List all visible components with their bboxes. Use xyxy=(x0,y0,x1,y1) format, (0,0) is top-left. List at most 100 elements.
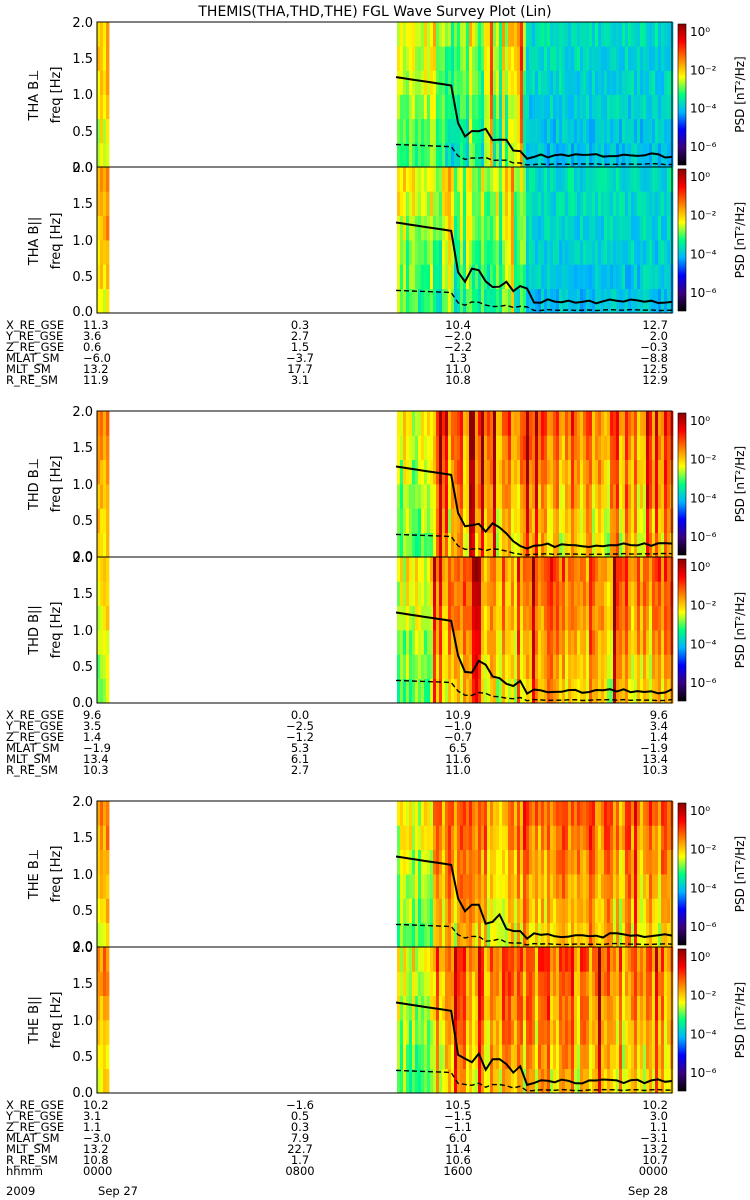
spectrogram-cell xyxy=(541,1020,545,1045)
spectrogram-cell xyxy=(517,605,521,631)
spectrogram-cell xyxy=(526,94,530,120)
spectrogram-cell xyxy=(562,46,566,71)
ytick-label: 0.0 xyxy=(72,161,93,176)
spectrogram-cell xyxy=(457,605,461,631)
spectrogram-cell xyxy=(418,581,422,606)
spectrogram-cell xyxy=(532,411,536,436)
spectrogram-cell xyxy=(625,557,629,582)
spectrogram-cell xyxy=(499,630,503,655)
spectrogram-cell xyxy=(397,215,401,241)
spectrogram-cell xyxy=(616,630,620,655)
spectrogram-cell xyxy=(502,678,506,704)
spectrogram-cell xyxy=(586,898,590,923)
spectrogram-cell xyxy=(508,581,512,606)
spectrogram-cell xyxy=(589,1020,593,1045)
spectrogram-cell xyxy=(439,167,443,192)
spectrogram-cell xyxy=(661,532,665,558)
spectrogram-cell xyxy=(535,557,539,582)
panel-ylabel: THE B|| xyxy=(27,996,42,1045)
spectrogram-cell xyxy=(403,678,407,704)
spectrogram-cell xyxy=(532,825,536,850)
spectrogram-cell xyxy=(502,435,506,460)
spectrogram-cell xyxy=(529,94,533,120)
spectrogram-cell xyxy=(550,1020,554,1045)
spectrogram-cell xyxy=(607,605,611,631)
spectrogram-cell xyxy=(451,1020,455,1045)
spectrogram-cell xyxy=(424,1068,428,1094)
ephemeris-row-label: X_RE_GSE xyxy=(6,318,64,332)
spectrogram-cell xyxy=(412,46,416,71)
spectrogram-cell xyxy=(655,484,659,509)
spectrogram-cell xyxy=(406,411,410,436)
spectrogram-cell xyxy=(439,484,443,509)
spectrogram-cell xyxy=(451,142,455,168)
spectrogram-cell xyxy=(103,1020,107,1045)
spectrogram-cell xyxy=(400,508,404,533)
spectrogram-cell xyxy=(553,557,557,582)
spectrogram-cell xyxy=(661,22,665,47)
spectrogram-cell xyxy=(634,581,638,606)
spectrogram-cell xyxy=(556,240,560,265)
spectrogram-cell xyxy=(577,191,581,216)
spectrogram-cell xyxy=(589,630,593,655)
spectrogram-cell xyxy=(637,825,641,850)
spectrogram-cell xyxy=(403,94,407,120)
spectrogram-cell xyxy=(607,801,611,826)
spectrogram-cell xyxy=(433,142,437,168)
spectrogram-cell xyxy=(448,167,452,192)
spectrogram-cell xyxy=(622,435,626,460)
spectrogram-cell xyxy=(580,947,584,972)
spectrogram-cell xyxy=(568,947,572,972)
spectrogram-cell xyxy=(511,508,515,533)
spectrogram-cell xyxy=(664,557,668,582)
spectrogram-cell xyxy=(472,508,476,533)
spectrogram-cell xyxy=(637,1044,641,1069)
spectrogram-cell xyxy=(622,94,626,120)
spectrogram-cell xyxy=(445,581,449,606)
spectrogram-cell xyxy=(604,995,608,1021)
spectrogram-cell xyxy=(652,1020,656,1045)
spectrogram-cell xyxy=(439,215,443,241)
spectrogram-cell xyxy=(517,1020,521,1045)
gyrofrequency-line xyxy=(395,611,673,695)
spectrogram-cell xyxy=(424,288,428,314)
spectrogram-cell xyxy=(442,142,446,168)
spectrogram-cell xyxy=(412,264,416,289)
spectrogram-cell xyxy=(562,630,566,655)
spectrogram-cell xyxy=(442,922,446,948)
spectrogram-cell xyxy=(643,971,647,996)
helium-gyrofrequency-line xyxy=(395,533,673,556)
spectrogram-cell xyxy=(658,995,662,1021)
ephemeris-value: 0.5 xyxy=(291,1109,309,1123)
spectrogram-cell xyxy=(580,411,584,436)
spectrogram-cell xyxy=(436,654,440,679)
spectrogram-cell xyxy=(604,971,608,996)
spectrogram-cell xyxy=(490,142,494,168)
spectrogram-cell xyxy=(562,1068,566,1094)
spectrogram-cell xyxy=(553,1068,557,1094)
spectrogram-cell xyxy=(100,971,104,996)
spectrogram-cell xyxy=(577,849,581,875)
spectrogram-cell xyxy=(415,167,419,192)
colorbar-tick-label: 10⁻² xyxy=(690,989,717,1003)
spectrogram-cell xyxy=(535,459,539,485)
spectrogram-cell xyxy=(568,922,572,948)
spectrogram-cell xyxy=(433,1068,437,1094)
spectrogram-cell xyxy=(448,94,452,120)
spectrogram-cell xyxy=(472,264,476,289)
colorbar-tick-label: 10⁰ xyxy=(690,560,710,574)
spectrogram-cell xyxy=(535,215,539,241)
spectrogram-cell xyxy=(397,678,401,704)
spectrogram-cell xyxy=(418,654,422,679)
spectrogram-cell xyxy=(433,874,437,899)
spectrogram-cell xyxy=(97,898,101,923)
spectrogram-cell xyxy=(544,118,548,144)
spectrogram-cell xyxy=(430,825,434,850)
spectrogram-cell xyxy=(604,898,608,923)
spectrogram-cell xyxy=(514,630,518,655)
spectrogram-cell xyxy=(649,947,653,972)
spectrogram-cell xyxy=(436,435,440,460)
spectrogram-cell xyxy=(433,411,437,436)
spectrogram-cell xyxy=(433,484,437,509)
spectrogram-cell xyxy=(490,459,494,485)
